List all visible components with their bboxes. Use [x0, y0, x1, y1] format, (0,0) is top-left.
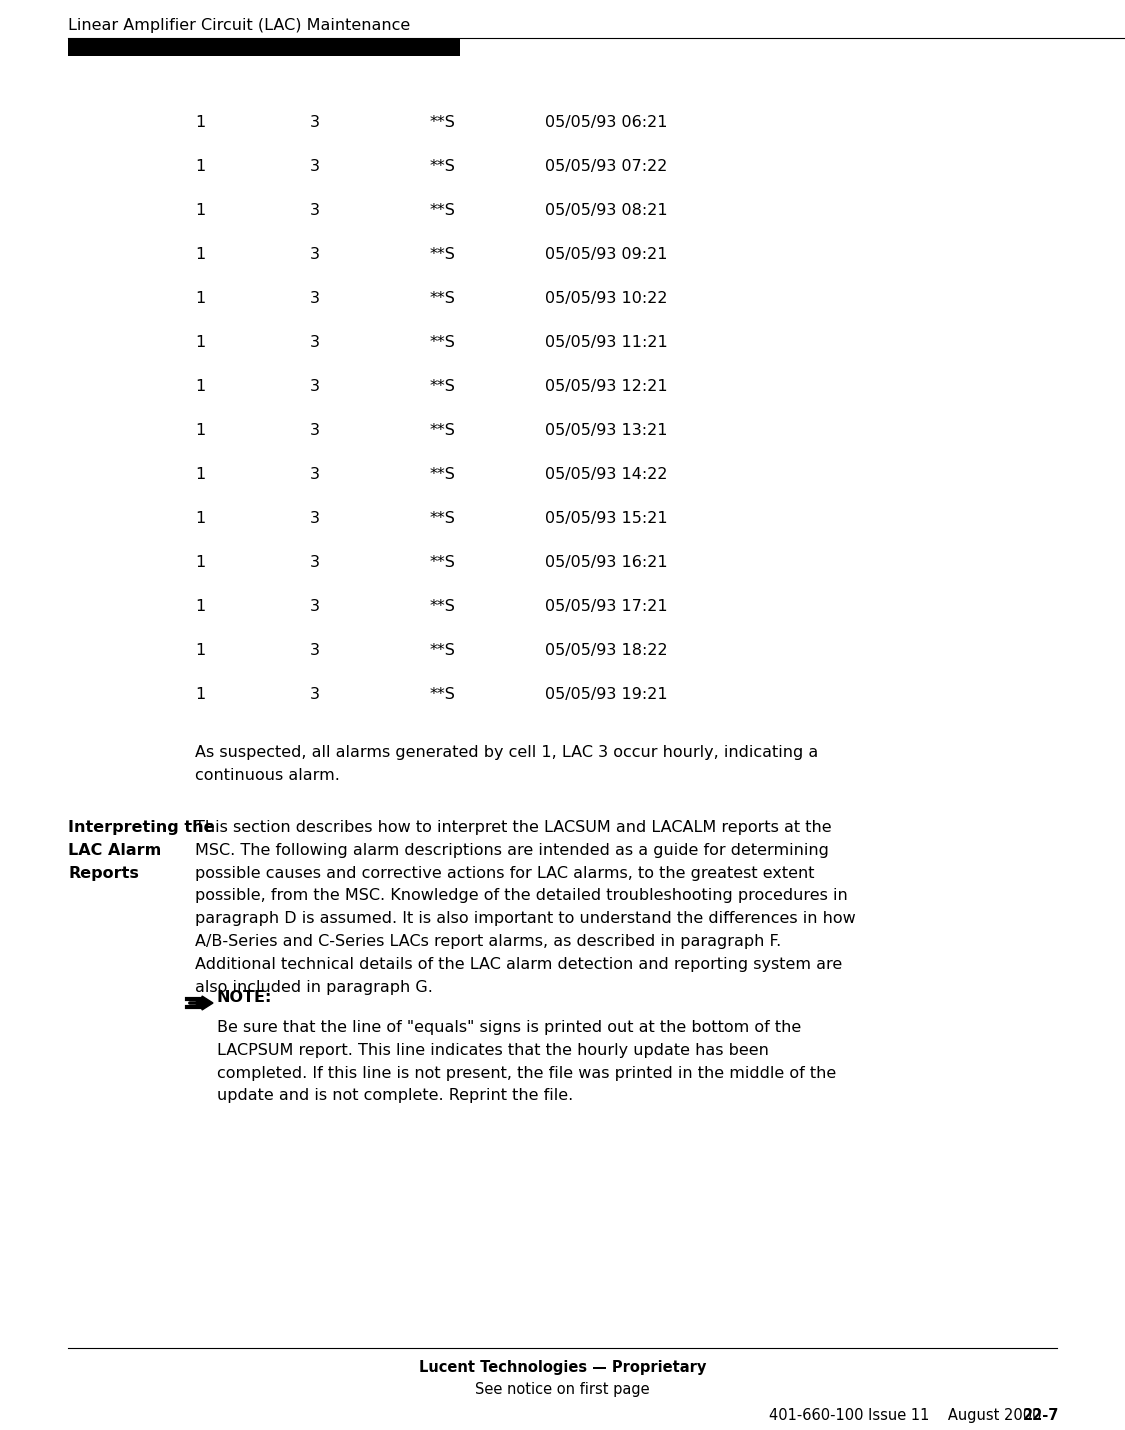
Text: 05/05/93 17:21: 05/05/93 17:21 [544, 599, 667, 613]
Text: **S: **S [430, 599, 456, 613]
Text: 05/05/93 12:21: 05/05/93 12:21 [544, 379, 667, 395]
Text: **S: **S [430, 247, 456, 262]
Text: Lucent Technologies — Proprietary: Lucent Technologies — Proprietary [418, 1360, 706, 1376]
Text: 3: 3 [310, 468, 319, 482]
Text: 401-660-100 Issue 11    August 2000: 401-660-100 Issue 11 August 2000 [768, 1409, 1055, 1423]
Text: 05/05/93 08:21: 05/05/93 08:21 [544, 203, 667, 217]
Text: 05/05/93 15:21: 05/05/93 15:21 [544, 511, 667, 526]
Text: 1: 1 [195, 247, 205, 262]
Text: 3: 3 [310, 644, 319, 658]
Text: 1: 1 [195, 555, 205, 571]
Text: Interpreting the
LAC Alarm
Reports: Interpreting the LAC Alarm Reports [68, 819, 215, 881]
Text: 3: 3 [310, 599, 319, 613]
Text: **S: **S [430, 468, 456, 482]
Text: 3: 3 [310, 555, 319, 571]
Text: 3: 3 [310, 379, 319, 395]
Text: **S: **S [430, 555, 456, 571]
Text: 1: 1 [195, 335, 205, 350]
Text: 1: 1 [195, 468, 205, 482]
Text: **S: **S [430, 203, 456, 217]
Text: 1: 1 [195, 686, 205, 702]
Text: **S: **S [430, 335, 456, 350]
Text: 05/05/93 09:21: 05/05/93 09:21 [544, 247, 667, 262]
Text: 3: 3 [310, 686, 319, 702]
Text: 05/05/93 16:21: 05/05/93 16:21 [544, 555, 667, 571]
Text: NOTE:: NOTE: [217, 990, 272, 1005]
Text: 05/05/93 14:22: 05/05/93 14:22 [544, 468, 667, 482]
Text: 3: 3 [310, 159, 319, 174]
Text: **S: **S [430, 686, 456, 702]
Text: 3: 3 [310, 247, 319, 262]
Text: **S: **S [430, 159, 456, 174]
Text: 1: 1 [195, 423, 205, 438]
Polygon shape [202, 997, 213, 1010]
Text: 05/05/93 06:21: 05/05/93 06:21 [544, 114, 667, 130]
Text: 1: 1 [195, 203, 205, 217]
Text: 1: 1 [195, 290, 205, 306]
Text: 05/05/93 10:22: 05/05/93 10:22 [544, 290, 667, 306]
Text: **S: **S [430, 644, 456, 658]
Text: 3: 3 [310, 335, 319, 350]
Text: This section describes how to interpret the LACSUM and LACALM reports at the
MSC: This section describes how to interpret … [195, 819, 856, 995]
Text: 1: 1 [195, 599, 205, 613]
Text: 3: 3 [310, 290, 319, 306]
Text: 3: 3 [310, 423, 319, 438]
Text: 05/05/93 07:22: 05/05/93 07:22 [544, 159, 667, 174]
Text: **S: **S [430, 511, 456, 526]
Text: 05/05/93 13:21: 05/05/93 13:21 [544, 423, 667, 438]
Text: 3: 3 [310, 114, 319, 130]
Text: 1: 1 [195, 159, 205, 174]
Text: 1: 1 [195, 511, 205, 526]
Text: 05/05/93 19:21: 05/05/93 19:21 [544, 686, 667, 702]
Bar [68, 39, 460, 56]
Text: See notice on first page: See notice on first page [475, 1381, 650, 1397]
Text: **S: **S [430, 290, 456, 306]
Text: 1: 1 [195, 114, 205, 130]
Text: 1: 1 [195, 379, 205, 395]
Text: **S: **S [430, 114, 456, 130]
Text: 1: 1 [195, 644, 205, 658]
Text: 3: 3 [310, 511, 319, 526]
Text: 22-7: 22-7 [1023, 1409, 1059, 1423]
Text: 05/05/93 11:21: 05/05/93 11:21 [544, 335, 668, 350]
Text: As suspected, all alarms generated by cell 1, LAC 3 occur hourly, indicating a
c: As suspected, all alarms generated by ce… [195, 745, 818, 782]
Text: **S: **S [430, 379, 456, 395]
Text: **S: **S [430, 423, 456, 438]
Text: Linear Amplifier Circuit (LAC) Maintenance: Linear Amplifier Circuit (LAC) Maintenan… [68, 19, 411, 33]
Text: 3: 3 [310, 203, 319, 217]
Text: Be sure that the line of "equals" signs is printed out at the bottom of the
LACP: Be sure that the line of "equals" signs … [217, 1020, 836, 1104]
Text: 05/05/93 18:22: 05/05/93 18:22 [544, 644, 667, 658]
